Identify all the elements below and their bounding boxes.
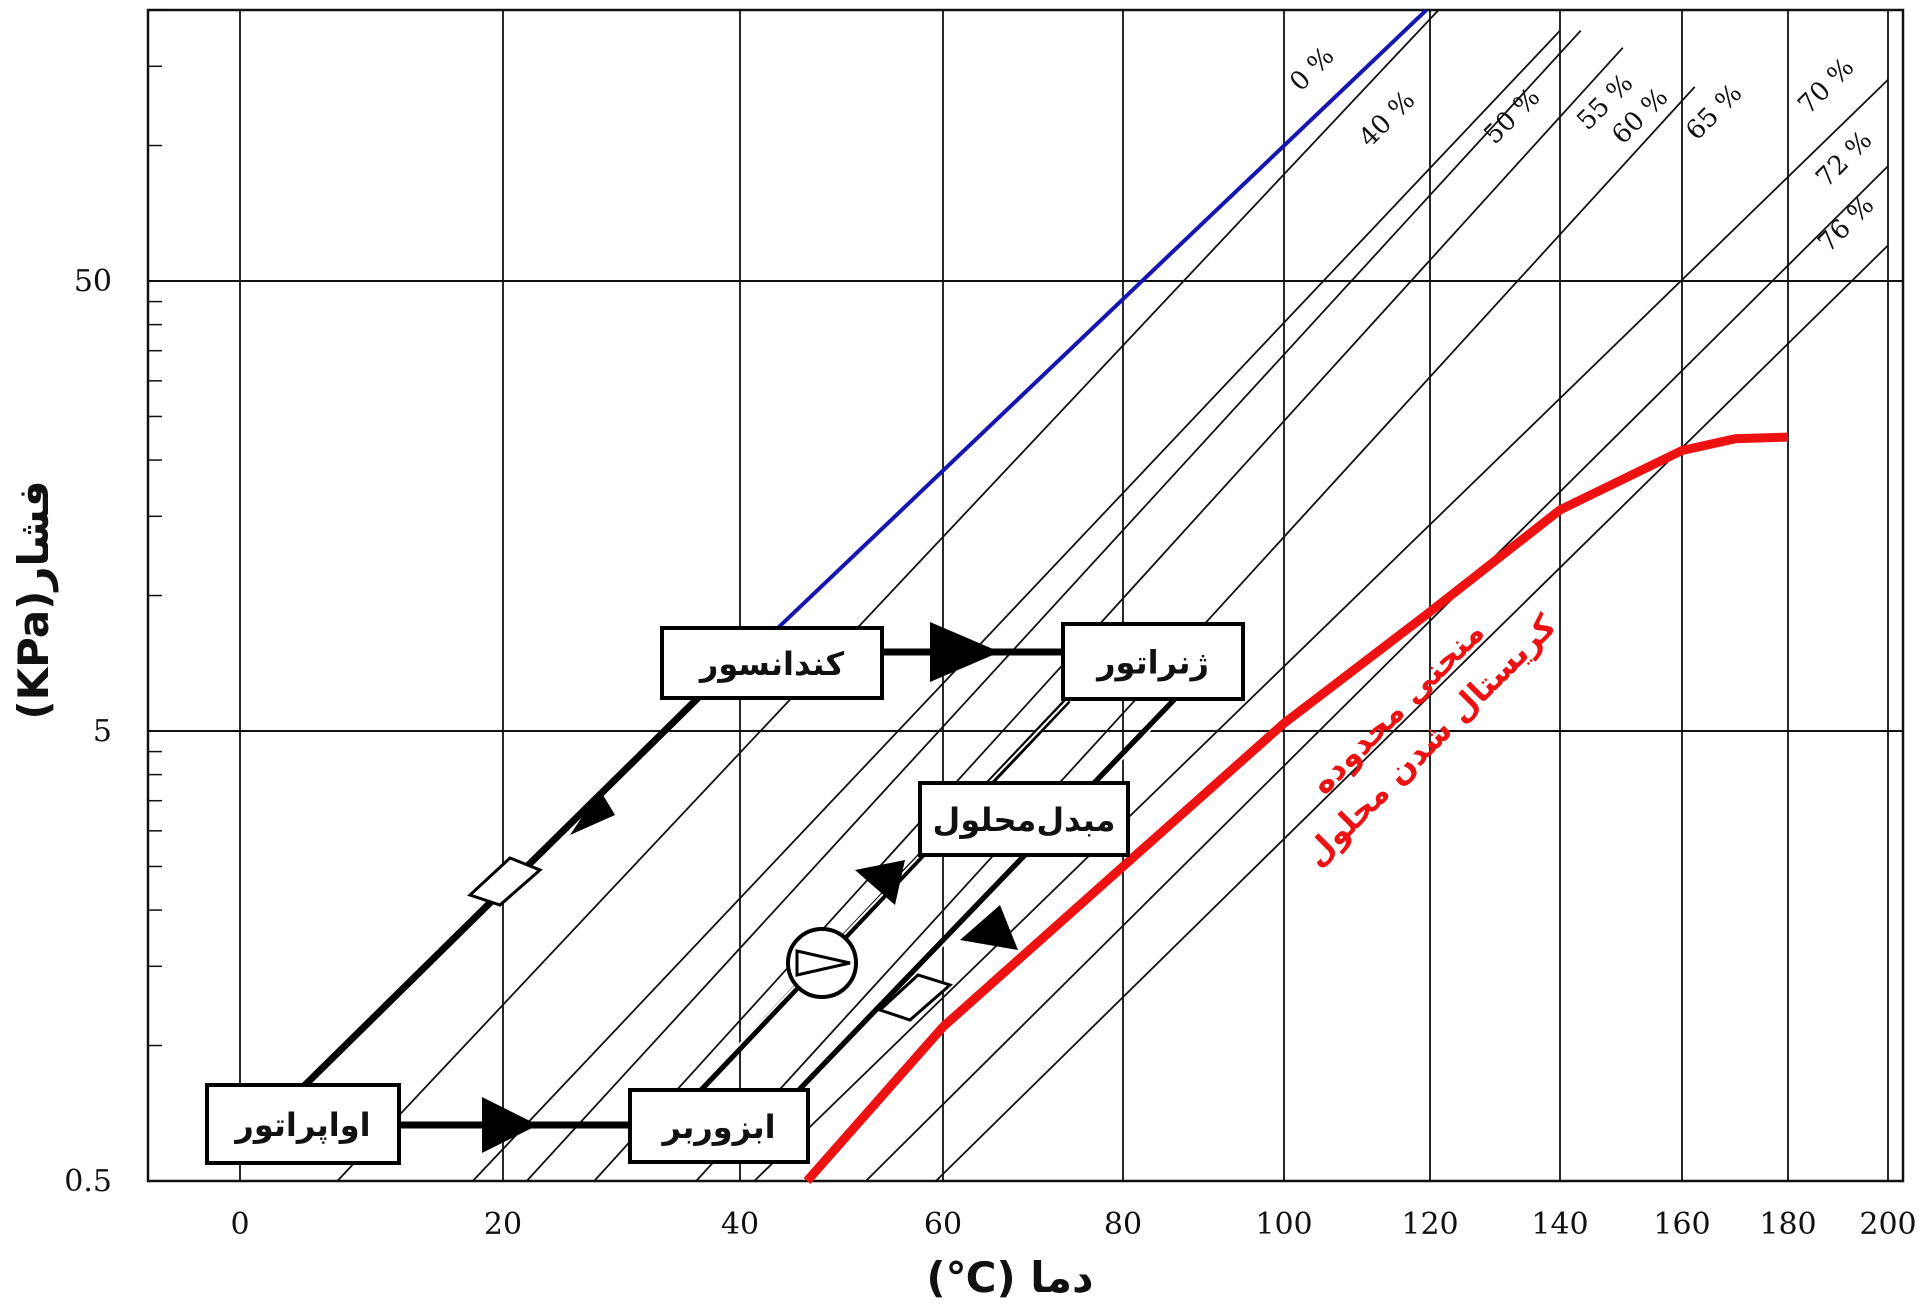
component-label: مبدل‌محلول (933, 801, 1116, 839)
y-axis-title: فشار(KPa) (9, 480, 58, 719)
series-label: 70 % (1792, 52, 1860, 120)
series-layer (336, 8, 1889, 1184)
cycle-line-generator-absorber-weak (797, 697, 1178, 1093)
series-label: 0 % (1284, 41, 1340, 97)
x-tick-label: 180 (1759, 1207, 1816, 1242)
y-tick-label: 5 (93, 714, 112, 749)
absorption-cycle: کندانسور ژنراتور مبدل‌محلول اواپراتور ابزورب… (205, 622, 1245, 1165)
series-label: 40 % (1353, 85, 1421, 153)
arrow-weak-solution-down (960, 905, 1018, 950)
x-tick-label: 160 (1653, 1207, 1710, 1242)
component-label: ابزوربر (660, 1108, 775, 1146)
component-box (628, 1088, 810, 1164)
component-box (918, 781, 1130, 857)
concentration-line (593, 47, 1624, 1182)
arrow-solution-exchanger-up (855, 860, 905, 905)
series-label: 65 % (1680, 78, 1748, 146)
x-tick-label: 40 (721, 1207, 759, 1242)
x-tick-label: 20 (484, 1207, 522, 1242)
concentration-line (336, 9, 1440, 1182)
concentration-line (753, 79, 1889, 1182)
expansion-valve-refrigerant (467, 856, 543, 907)
y-tick-label: 50 (74, 264, 112, 299)
component-label: کندانسور (698, 645, 845, 683)
concentration-line (935, 244, 1889, 1182)
cycle-line-inner (803, 699, 1180, 1091)
text-layer: 0 20 40 60 80 100 120 140 160 180 200 0.5 5 50 0 %40 %… (64, 41, 1916, 1242)
x-tick-label: 60 (924, 1207, 962, 1242)
series-label: 72 % (1810, 125, 1878, 193)
x-tick-label: 120 (1401, 1207, 1458, 1242)
series-label: 76 % (1812, 190, 1880, 258)
component-box (205, 1083, 401, 1165)
series-label: 50 % (1478, 82, 1546, 150)
x-axis-title: دما (℃) (926, 1253, 1093, 1302)
expansion-valve-solution (877, 973, 954, 1022)
component-label: ژنراتور (1095, 644, 1209, 682)
x-tick-label: 200 (1859, 1207, 1916, 1242)
concentration-line (526, 30, 1582, 1182)
concentration-line (865, 165, 1889, 1182)
pump-triangle (795, 949, 851, 977)
component-box (1061, 622, 1245, 701)
arrow-generator-to-condenser (930, 622, 1000, 682)
y-tick-label: 0.5 (64, 1164, 112, 1199)
crystallization-curve (803, 432, 1789, 1184)
x-tick-label: 0 (230, 1207, 249, 1242)
concentration-line (777, 8, 1428, 629)
x-tick-label: 100 (1255, 1207, 1312, 1242)
concentration-line (472, 30, 1561, 1182)
component-box (660, 626, 884, 700)
x-tick-label: 140 (1531, 1207, 1588, 1242)
cycle-line-inner (695, 699, 1069, 1091)
component-label: اواپراتور (233, 1106, 370, 1144)
arrow-condenser-to-evaporator (570, 790, 615, 835)
arrow-evaporator-to-absorber (482, 1097, 538, 1153)
x-tick-label: 80 (1104, 1207, 1142, 1242)
